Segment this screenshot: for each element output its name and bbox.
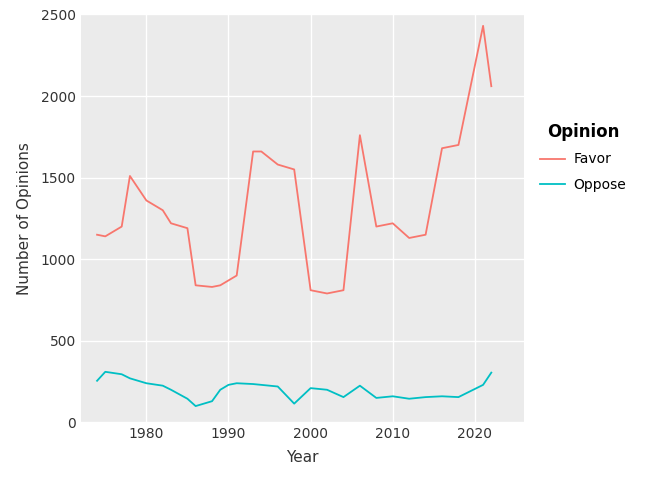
Oppose (233, 380, 241, 386)
Oppose (487, 370, 495, 375)
Oppose (438, 394, 446, 399)
Oppose (159, 383, 167, 389)
Favor (487, 84, 495, 89)
Oppose (249, 381, 257, 387)
Oppose (339, 394, 347, 400)
Oppose (101, 369, 110, 375)
X-axis label: Year: Year (286, 450, 319, 465)
Oppose (192, 403, 200, 409)
Oppose (274, 384, 282, 389)
Favor (438, 145, 446, 151)
Favor (233, 273, 241, 278)
Favor (159, 207, 167, 213)
Favor (257, 149, 265, 155)
Favor (118, 224, 126, 229)
Oppose (323, 387, 331, 393)
Favor (290, 167, 298, 172)
Oppose (93, 378, 101, 384)
Favor (479, 23, 487, 29)
Oppose (142, 380, 151, 386)
Oppose (405, 396, 413, 402)
Oppose (208, 398, 216, 404)
Favor (126, 173, 134, 179)
Favor (101, 233, 110, 239)
Favor (142, 198, 151, 204)
Oppose (290, 401, 298, 407)
Favor (306, 288, 314, 293)
Oppose (216, 387, 224, 393)
Oppose (356, 383, 364, 389)
Favor (372, 224, 380, 229)
Favor (323, 290, 331, 296)
Favor (192, 282, 200, 288)
Oppose (454, 394, 462, 400)
Favor (216, 282, 224, 288)
Oppose (421, 394, 429, 400)
Oppose (167, 387, 175, 393)
Favor (454, 142, 462, 148)
Line: Oppose: Oppose (97, 372, 491, 406)
Oppose (372, 395, 380, 401)
Favor (167, 220, 175, 226)
Oppose (118, 372, 126, 377)
Oppose (306, 385, 314, 391)
Favor (339, 288, 347, 293)
Favor (183, 225, 192, 231)
Oppose (388, 394, 396, 399)
Favor (274, 162, 282, 168)
Oppose (224, 382, 233, 388)
Favor (356, 132, 364, 138)
Oppose (183, 396, 192, 402)
Favor (405, 235, 413, 241)
Favor (93, 232, 101, 238)
Favor (208, 284, 216, 290)
Favor (249, 149, 257, 155)
Favor (388, 220, 396, 226)
Line: Favor: Favor (97, 26, 491, 293)
Legend: Favor, Oppose: Favor, Oppose (540, 123, 626, 192)
Oppose (257, 382, 265, 388)
Favor (421, 232, 429, 238)
Oppose (126, 375, 134, 381)
Favor (224, 277, 233, 283)
Y-axis label: Number of Opinions: Number of Opinions (17, 142, 32, 295)
Oppose (479, 382, 487, 388)
